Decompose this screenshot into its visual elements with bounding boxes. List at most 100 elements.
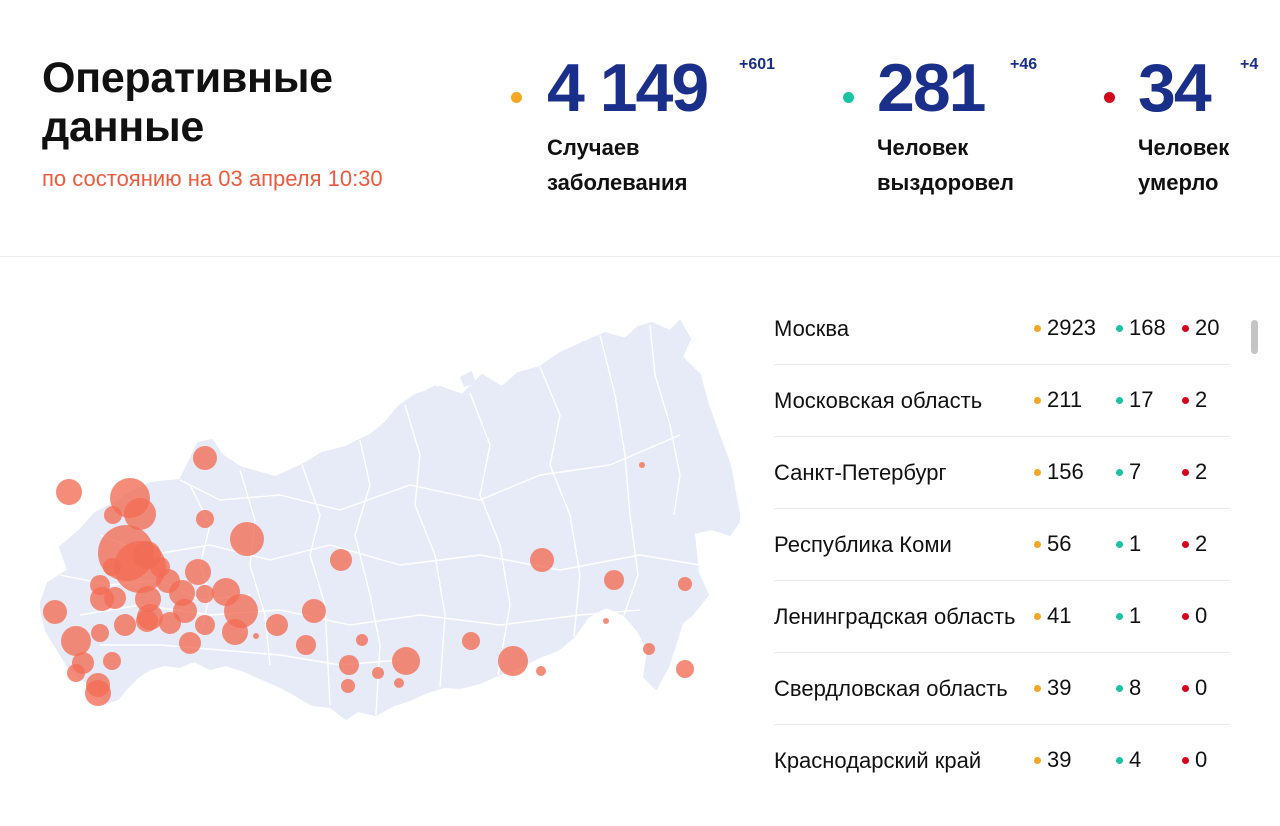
russia-map[interactable] (39, 315, 741, 735)
case-marker[interactable] (394, 678, 404, 688)
case-marker[interactable] (498, 646, 528, 676)
case-marker[interactable] (114, 614, 136, 636)
deaths-dot-icon (1182, 684, 1189, 692)
case-marker[interactable] (169, 580, 195, 606)
case-marker[interactable] (222, 619, 248, 645)
case-marker[interactable] (296, 635, 316, 655)
case-marker[interactable] (302, 599, 326, 623)
case-marker[interactable] (330, 549, 352, 571)
recovered-dot-icon (1116, 396, 1123, 404)
regions-scrollbar-track[interactable] (1249, 318, 1257, 786)
region-row[interactable]: Санкт-Петербург 156 7 2 (774, 436, 1230, 509)
cases-label-line1: Случаев (547, 135, 640, 160)
map-svg (39, 320, 741, 720)
case-marker[interactable] (676, 660, 694, 678)
case-marker[interactable] (462, 632, 480, 650)
region-name: Ленинградская область (774, 603, 1016, 629)
region-recovered: 1 (1116, 508, 1141, 580)
deaths-label-line2: умерло (1138, 170, 1219, 195)
region-row[interactable]: Свердловская область 39 8 0 (774, 652, 1230, 725)
cases-dot-icon (1034, 324, 1041, 332)
case-marker[interactable] (678, 577, 692, 591)
map-land (39, 320, 741, 720)
case-marker[interactable] (159, 612, 181, 634)
case-marker[interactable] (392, 647, 420, 675)
page-title: Оперативные данные (42, 54, 333, 152)
region-row[interactable]: Ленинградская область 41 1 0 (774, 580, 1230, 653)
case-marker[interactable] (91, 624, 109, 642)
case-marker[interactable] (339, 655, 359, 675)
case-marker[interactable] (104, 587, 126, 609)
case-marker[interactable] (195, 615, 215, 635)
recovered-dot-icon (1116, 468, 1123, 476)
case-marker[interactable] (104, 506, 122, 524)
cases-dot-icon (1034, 684, 1041, 692)
header-divider (0, 256, 1280, 257)
case-marker[interactable] (103, 558, 121, 576)
case-marker[interactable] (266, 614, 288, 636)
case-marker[interactable] (604, 570, 624, 590)
region-cases: 39 (1034, 652, 1071, 724)
region-recovered: 4 (1116, 724, 1141, 788)
region-name: Московская область (774, 387, 983, 413)
case-marker[interactable] (136, 610, 158, 632)
region-name: Республика Коми (774, 531, 952, 557)
regions-list[interactable]: Москва 2923 168 20 Московская область 211 17 2 С… (760, 292, 1232, 788)
case-marker[interactable] (356, 634, 368, 646)
case-marker[interactable] (230, 522, 264, 556)
case-marker[interactable] (103, 652, 121, 670)
region-recovered: 8 (1116, 652, 1141, 724)
deaths-dot-icon (1182, 324, 1189, 332)
deaths-dot-icon (1182, 612, 1189, 620)
case-marker[interactable] (196, 585, 214, 603)
page-title-line1: Оперативные (42, 54, 333, 102)
case-marker[interactable] (639, 462, 645, 468)
case-marker[interactable] (530, 548, 554, 572)
region-row[interactable]: Москва 2923 168 20 (774, 292, 1230, 365)
region-cases: 156 (1034, 436, 1084, 508)
case-marker[interactable] (603, 618, 609, 624)
region-deaths: 0 (1182, 580, 1207, 652)
cases-dot-icon (1034, 612, 1041, 620)
header: Оперативные данные по состоянию на 03 ап… (0, 0, 1280, 256)
case-marker[interactable] (643, 643, 655, 655)
case-marker[interactable] (185, 559, 211, 585)
region-recovered: 1 (1116, 580, 1141, 652)
regions-scrollbar-thumb[interactable] (1251, 320, 1258, 354)
case-marker[interactable] (179, 632, 201, 654)
recovered-label: Человек выздоровел (877, 130, 1014, 200)
recovered-dot-icon (1116, 540, 1123, 548)
case-marker[interactable] (67, 664, 85, 682)
case-marker[interactable] (124, 498, 156, 530)
case-marker[interactable] (193, 446, 217, 470)
cases-dot-icon (511, 92, 522, 103)
deaths-total: 34 (1138, 50, 1212, 126)
case-marker[interactable] (85, 680, 111, 706)
case-marker[interactable] (196, 510, 214, 528)
region-cases: 211 (1034, 364, 1082, 436)
region-deaths: 0 (1182, 724, 1207, 788)
case-marker[interactable] (56, 479, 82, 505)
case-marker[interactable] (61, 626, 91, 656)
region-row[interactable]: Московская область 211 17 2 (774, 364, 1230, 437)
deaths-label-line1: Человек (1138, 135, 1230, 160)
cases-label: Случаев заболевания (547, 130, 687, 200)
case-marker[interactable] (253, 633, 259, 639)
page-title-line2: данные (42, 103, 204, 151)
case-marker[interactable] (536, 666, 546, 676)
region-deaths: 0 (1182, 652, 1207, 724)
region-cases: 41 (1034, 580, 1071, 652)
case-marker[interactable] (341, 679, 355, 693)
case-marker[interactable] (43, 600, 67, 624)
deaths-dot-icon (1104, 92, 1115, 103)
cases-dot-icon (1034, 756, 1041, 764)
region-row[interactable]: Республика Коми 56 1 2 (774, 508, 1230, 581)
case-marker[interactable] (372, 667, 384, 679)
recovered-dot-icon (1116, 684, 1123, 692)
cases-label-line2: заболевания (547, 170, 688, 195)
update-timestamp: по состоянию на 03 апреля 10:30 (42, 166, 383, 191)
region-row[interactable]: Краснодарский край 39 4 0 (774, 724, 1230, 788)
deaths-delta: +4 (1240, 56, 1259, 73)
region-recovered: 17 (1116, 364, 1153, 436)
deaths-dot-icon (1182, 756, 1189, 764)
